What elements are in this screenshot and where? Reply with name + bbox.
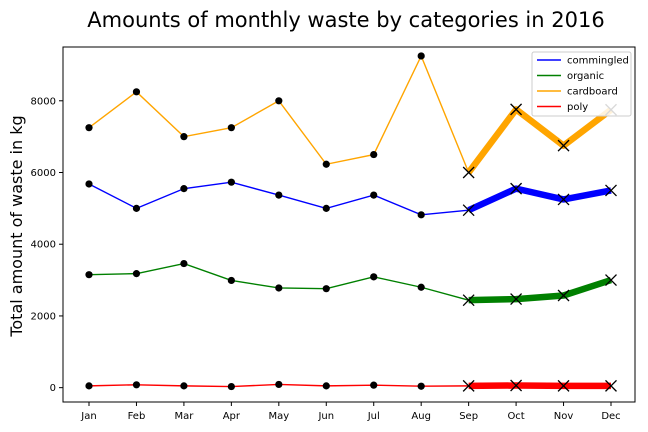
x-tick-label: May: [268, 411, 289, 422]
legend: commingled organic cardboard poly: [531, 51, 632, 117]
data-point: [370, 150, 378, 159]
predicted-point: [462, 204, 475, 217]
data-point: [275, 284, 283, 292]
data-point: [85, 124, 93, 132]
data-point: [180, 382, 188, 390]
predicted-line: [467, 185, 612, 214]
y-tick-label: 6000: [31, 168, 56, 179]
data-point: [132, 88, 141, 96]
series-line: [88, 54, 470, 173]
data-point: [417, 211, 425, 219]
predicted-point: [510, 103, 523, 116]
legend-label: organic: [567, 71, 604, 82]
y-tick-label: 8000: [31, 96, 56, 107]
data-point: [322, 204, 330, 212]
chart-title: Amounts of monthly waste by categories i…: [87, 8, 604, 32]
data-point: [132, 204, 141, 212]
x-tick-label: Aug: [411, 411, 431, 422]
legend-frame: [531, 51, 632, 117]
data-point: [85, 271, 93, 279]
series-line: [88, 262, 469, 301]
data-point: [180, 133, 188, 141]
series-organic: [85, 259, 617, 307]
predicted-line: [468, 276, 613, 304]
data-point: [417, 382, 425, 390]
data-point: [370, 273, 378, 281]
predicted-point: [557, 379, 570, 392]
data-point: [322, 382, 330, 390]
predicted-point: [462, 166, 475, 179]
legend-label: commingled: [567, 56, 629, 67]
data-point: [370, 381, 378, 389]
data-point: [227, 382, 235, 391]
y-tick-label: 4000: [31, 240, 56, 251]
series-poly: [85, 379, 617, 392]
data-point: [370, 191, 378, 199]
data-point: [132, 381, 141, 389]
predicted-point: [557, 289, 570, 302]
predicted-point: [557, 139, 570, 152]
predicted-point: [605, 274, 617, 287]
legend-label: poly: [567, 102, 588, 113]
data-point: [227, 124, 235, 132]
x-tick-label: Jan: [80, 411, 96, 422]
y-tick-label: 0: [50, 383, 56, 394]
data-point: [180, 185, 188, 193]
series-layer: [85, 52, 617, 392]
legend-label: cardboard: [567, 87, 618, 98]
data-point: [85, 382, 93, 390]
predicted-point: [557, 193, 570, 206]
data-point: [275, 97, 283, 105]
x-tick-label: Mar: [174, 411, 194, 422]
data-point: [275, 191, 283, 199]
predicted-point: [462, 379, 475, 392]
data-point: [275, 380, 283, 389]
x-tick-label: Jul: [367, 411, 380, 422]
y-axis-label: Total amount of waste in kg: [7, 115, 26, 337]
x-tick-label: Feb: [128, 411, 146, 422]
predicted-point: [462, 294, 475, 307]
data-point: [322, 285, 330, 293]
predicted-point: [605, 379, 617, 392]
data-point: [85, 180, 93, 188]
predicted-point: [605, 184, 617, 197]
x-tick-label: Dec: [601, 411, 620, 422]
predicted-point: [510, 182, 523, 195]
series-commingled: [85, 178, 617, 219]
y-tick-label: 2000: [31, 311, 56, 322]
axis-ticks: Jan Feb Mar Apr May Jun Jul Aug Sep Oct Nov Dec 0 200…: [31, 96, 621, 422]
data-point: [417, 52, 425, 60]
predicted-point: [510, 379, 523, 392]
x-tick-label: Jun: [317, 411, 334, 422]
x-tick-label: Sep: [459, 411, 478, 422]
data-point: [132, 270, 141, 278]
x-tick-label: Apr: [223, 411, 241, 422]
data-point: [180, 259, 188, 268]
data-point: [227, 276, 235, 285]
plot-frame: [62, 46, 636, 403]
x-tick-label: Oct: [507, 411, 524, 422]
predicted-point: [510, 293, 523, 306]
x-tick-label: Nov: [554, 411, 574, 422]
data-point: [417, 283, 425, 291]
predicted-line: [466, 106, 613, 175]
data-point: [322, 160, 330, 168]
data-point: [227, 178, 235, 186]
